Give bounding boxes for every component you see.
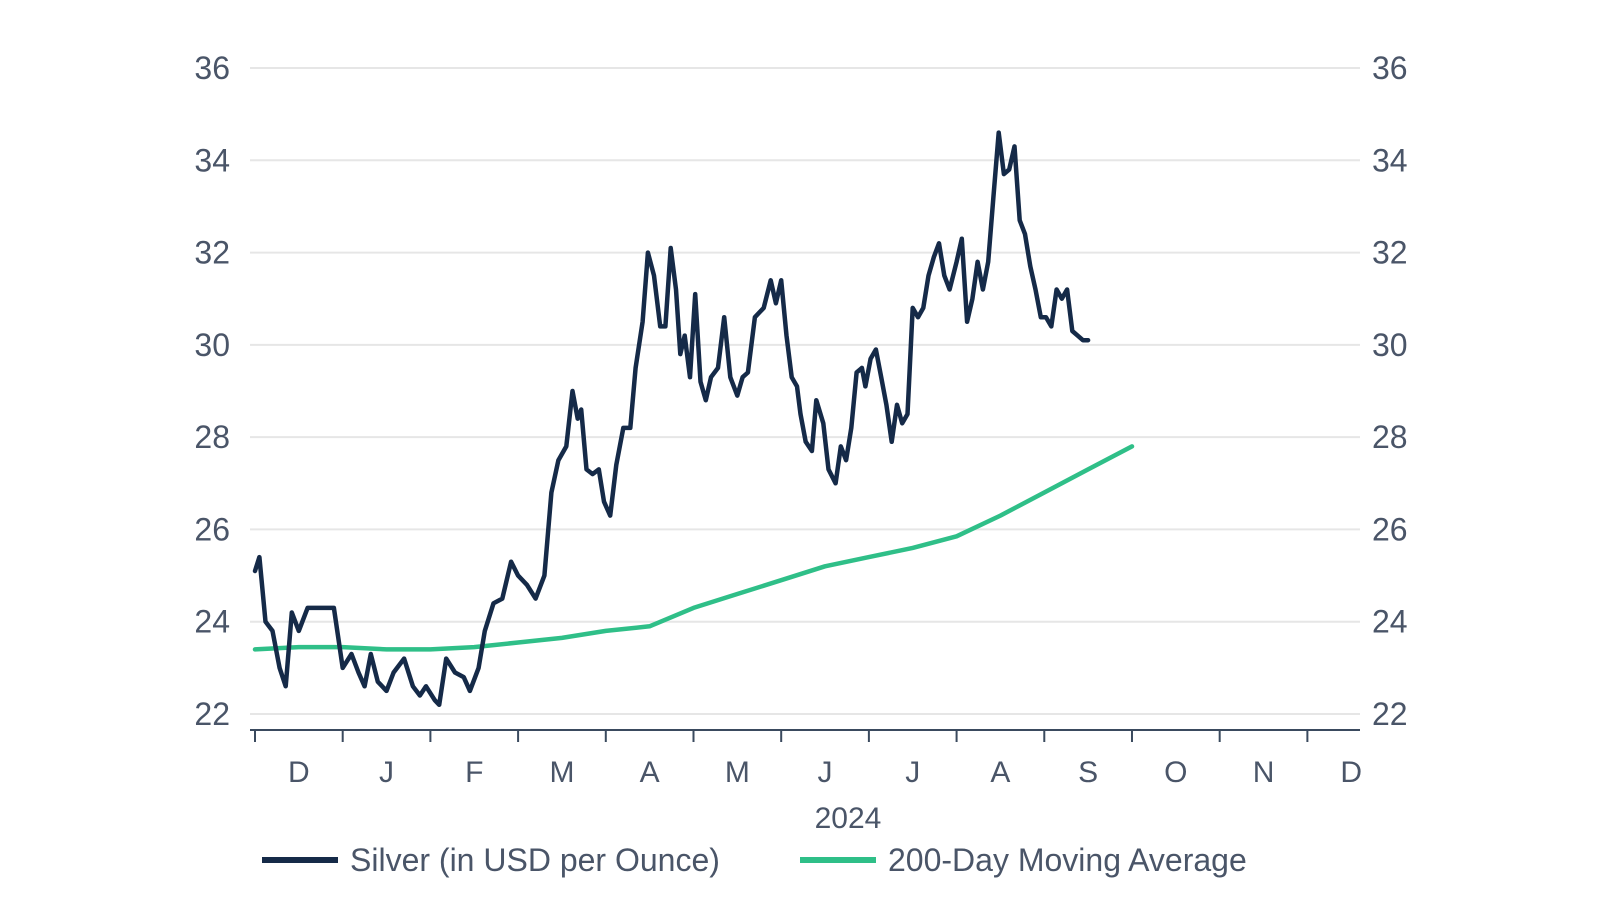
y-tick-left-32: 32 [194, 235, 230, 271]
y-tick-right-30: 30 [1372, 327, 1408, 363]
y-tick-left-30: 30 [194, 327, 230, 363]
y-tick-right-32: 32 [1372, 235, 1408, 271]
legend-label-moving-average: 200-Day Moving Average [888, 842, 1247, 878]
x-axis [250, 729, 1360, 742]
y-tick-left-28: 28 [194, 419, 230, 455]
month-label-9: S [1078, 756, 1098, 789]
legend: Silver (in USD per Ounce) 200-Day Moving… [262, 842, 1247, 878]
y-tick-right-36: 36 [1372, 50, 1408, 86]
y-tick-left-34: 34 [194, 142, 230, 178]
y-tick-right-26: 26 [1372, 511, 1408, 547]
month-label-11: N [1253, 756, 1275, 789]
y-axis-left-labels: 22 24 26 28 30 32 34 36 [194, 50, 230, 732]
y-tick-left-26: 26 [194, 511, 230, 547]
month-label-10: O [1164, 756, 1187, 789]
month-label-0: D [288, 756, 310, 789]
y-tick-right-34: 34 [1372, 142, 1408, 178]
legend-label-silver: Silver (in USD per Ounce) [350, 842, 720, 878]
month-label-6: J [818, 756, 833, 789]
y-tick-right-24: 24 [1372, 604, 1408, 640]
silver-price-line [252, 130, 1091, 708]
y-tick-right-22: 22 [1372, 696, 1408, 732]
moving-average-line [252, 444, 1135, 652]
year-label: 2024 [815, 802, 882, 835]
month-label-4: A [640, 756, 660, 789]
month-label-8: A [990, 756, 1010, 789]
y-tick-right-28: 28 [1372, 419, 1408, 455]
month-label-12: D [1340, 756, 1362, 789]
month-label-7: J [905, 756, 920, 789]
y-tick-left-24: 24 [194, 604, 230, 640]
month-label-2: F [465, 756, 483, 789]
y-tick-left-36: 36 [194, 50, 230, 86]
gridlines [250, 67, 1360, 715]
month-label-3: M [549, 756, 574, 789]
month-label-1: J [379, 756, 394, 789]
y-axis-right-labels: 22 24 26 28 30 32 34 36 [1372, 50, 1408, 732]
series [252, 130, 1135, 708]
y-tick-left-22: 22 [194, 696, 230, 732]
month-label-5: M [725, 756, 750, 789]
